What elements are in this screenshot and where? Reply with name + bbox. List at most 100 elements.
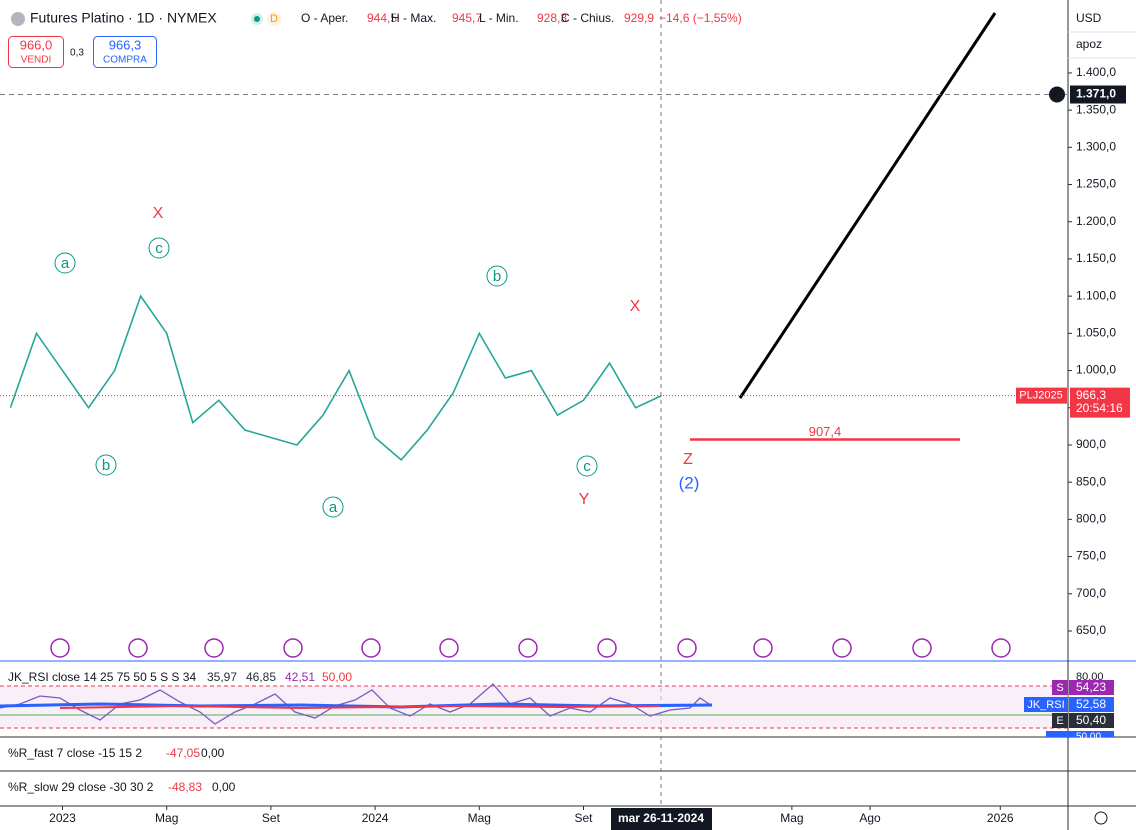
wave-circle bbox=[54, 252, 76, 274]
event-icon[interactable] bbox=[128, 638, 148, 658]
y-tick-label: 900,0 bbox=[1076, 437, 1106, 451]
crosshair-label: mar 26-11-2024 bbox=[618, 811, 704, 825]
support-label: 907,4 bbox=[809, 424, 842, 439]
plus-icon bbox=[1049, 86, 1065, 103]
wave-circle bbox=[576, 455, 598, 477]
ohlc-label: O - Aper. bbox=[301, 11, 348, 25]
tag bbox=[1052, 713, 1068, 728]
event-icons bbox=[50, 638, 1011, 658]
scale-mode[interactable]: apoz bbox=[1076, 37, 1102, 51]
ohlc-change: −14,6 (−1,55%) bbox=[659, 11, 742, 25]
event-icon[interactable] bbox=[439, 638, 459, 658]
y-tick-label: 850,0 bbox=[1076, 474, 1106, 488]
event-icon[interactable] bbox=[204, 638, 224, 658]
event-icon[interactable] bbox=[361, 638, 381, 658]
x-tick-label: Set bbox=[574, 811, 593, 825]
event-icon[interactable] bbox=[912, 638, 932, 658]
crosshair-label-bg bbox=[611, 808, 712, 830]
wave-label: b bbox=[102, 457, 110, 474]
y-tick-label: 750,0 bbox=[1076, 549, 1106, 563]
indicator-value: 42,51 bbox=[285, 670, 315, 684]
y-tick-label: 1.100,0 bbox=[1076, 288, 1116, 302]
ohlc-label: C - Chius. bbox=[561, 11, 614, 25]
wave-circle bbox=[148, 237, 170, 259]
tag-text: E bbox=[1056, 715, 1063, 727]
tag bbox=[1052, 680, 1068, 695]
wave-circle bbox=[95, 454, 117, 476]
y-tick-label: 1.200,0 bbox=[1076, 214, 1116, 228]
y-tick-label: 1.050,0 bbox=[1076, 326, 1116, 340]
wave-label: X bbox=[153, 205, 164, 222]
x-tick-label: Ago bbox=[859, 811, 881, 825]
sell-button[interactable] bbox=[8, 36, 64, 68]
buy-button[interactable] bbox=[93, 36, 157, 68]
tag-text: S bbox=[1056, 682, 1063, 694]
x-tick-label: Mag bbox=[468, 811, 491, 825]
indicator-value: 0,00 bbox=[212, 780, 236, 794]
indicator-label: %R_slow 29 close -30 30 2 bbox=[8, 780, 154, 794]
wave-label: c bbox=[583, 458, 591, 475]
settings-icon[interactable] bbox=[1094, 811, 1108, 825]
wave-label: X bbox=[630, 298, 641, 315]
ohlc-value: 945,7 bbox=[452, 11, 482, 25]
currency[interactable]: USD bbox=[1076, 11, 1102, 25]
x-tick-label: 2024 bbox=[362, 811, 389, 825]
tag-text: JK_RSI bbox=[1027, 699, 1064, 711]
ohlc-value: 928,3 bbox=[537, 11, 567, 25]
sell-label: VENDI bbox=[21, 55, 52, 66]
y-tick-label: 1.000,0 bbox=[1076, 363, 1116, 377]
symbol-tag-bg bbox=[1016, 387, 1067, 404]
x-tick-label: 2026 bbox=[987, 811, 1014, 825]
indicator-value: 0,00 bbox=[201, 746, 225, 760]
event-icon[interactable] bbox=[518, 638, 538, 658]
tag-value: 54,23 bbox=[1076, 680, 1106, 694]
indicator-value: -47,05 bbox=[166, 746, 200, 760]
sell-price: 966,0 bbox=[20, 37, 53, 52]
rsi-axis-label: 80,00 bbox=[1076, 671, 1104, 683]
ohlc-value: 929,9 bbox=[624, 11, 654, 25]
wave-circle bbox=[322, 496, 344, 518]
tag bbox=[1024, 697, 1068, 712]
symbol-tag: PLJ2025 bbox=[1019, 390, 1062, 402]
event-icon[interactable] bbox=[597, 638, 617, 658]
tag bbox=[1069, 680, 1114, 695]
y-tick-label: 1.350,0 bbox=[1076, 102, 1116, 116]
wave-label: Y bbox=[579, 491, 590, 508]
event-icon[interactable] bbox=[283, 638, 303, 658]
target-tag: 1.371,0 bbox=[1076, 87, 1116, 101]
symbol-title[interactable]: Futures Platino · 1D · NYMEX bbox=[30, 10, 217, 26]
wave-label: b bbox=[493, 268, 501, 285]
y-tick-label: 700,0 bbox=[1076, 586, 1106, 600]
badge-text: D bbox=[270, 13, 278, 25]
status-dot bbox=[254, 16, 260, 22]
wave-label: a bbox=[61, 255, 70, 272]
tag bbox=[1046, 731, 1114, 737]
indicator-value: 46,85 bbox=[246, 670, 276, 684]
wave-label: c bbox=[155, 240, 163, 257]
x-tick-label: Set bbox=[262, 811, 281, 825]
wave-label: a bbox=[329, 499, 338, 516]
price-line bbox=[9, 294, 662, 461]
last-tag: 966,3 bbox=[1076, 388, 1106, 402]
event-icon[interactable] bbox=[991, 638, 1011, 658]
y-tick-label: 1.400,0 bbox=[1076, 65, 1116, 79]
event-icon[interactable] bbox=[753, 638, 773, 658]
y-tick-label: 1.150,0 bbox=[1076, 251, 1116, 265]
indicator-value: 35,97 bbox=[207, 670, 237, 684]
spread: 0,3 bbox=[70, 48, 84, 59]
rsi-signal bbox=[59, 704, 661, 710]
symbol-icon bbox=[11, 12, 25, 26]
target-tag-bg bbox=[1070, 85, 1126, 104]
wave-label: Z bbox=[683, 451, 693, 468]
wave-circle bbox=[486, 265, 508, 287]
countdown: 20:54:16 bbox=[1076, 401, 1123, 415]
event-icon[interactable] bbox=[832, 638, 852, 658]
x-tick-label: 2023 bbox=[49, 811, 76, 825]
x-tick-label: Mag bbox=[780, 811, 803, 825]
tag-value: 50,00 bbox=[1076, 732, 1101, 743]
event-icon[interactable] bbox=[677, 638, 697, 658]
ohlc-label: H - Max. bbox=[391, 11, 436, 25]
event-icon[interactable] bbox=[50, 638, 70, 658]
